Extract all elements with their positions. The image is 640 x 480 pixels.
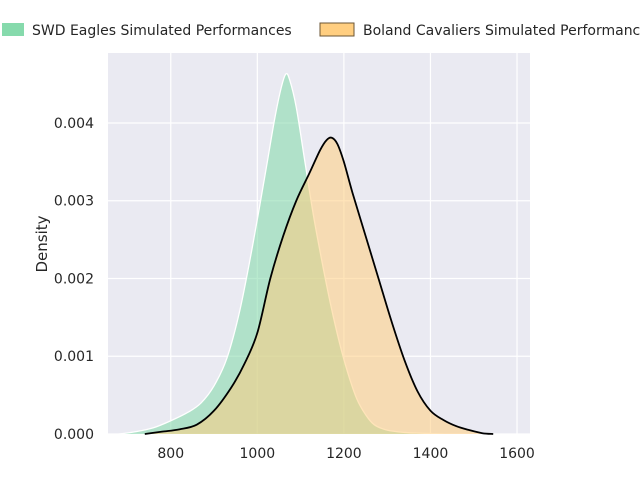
- legend-swatch-boland-cavaliers: [319, 22, 355, 37]
- legend-label-boland-cavaliers: Boland Cavaliers Simulated Performances: [363, 23, 640, 39]
- y-axis-label: Density: [33, 215, 51, 272]
- density-line-boland-cavaliers: [144, 136, 494, 435]
- legend: SWD Eagles Simulated Performances Boland …: [2, 22, 640, 39]
- legend-swatch-swd-eagles: [2, 23, 24, 36]
- density-area-boland-cavaliers: [144, 137, 494, 434]
- y-tick-label: 0.001: [54, 349, 94, 365]
- x-tick-label: 1400: [413, 446, 449, 462]
- y-tick-label: 0.004: [54, 116, 94, 132]
- x-tick-label: 800: [157, 446, 184, 462]
- legend-label-swd-eagles: SWD Eagles Simulated Performances: [32, 23, 292, 39]
- x-tick-label: 1600: [499, 446, 535, 462]
- tick-labels: 800 1000 1200 1400 1600 0.000 0.001 0.002 0.003 0…: [54, 116, 535, 462]
- series-areas: [118, 72, 494, 435]
- y-tick-label: 0.003: [54, 194, 94, 210]
- x-tick-label: 1000: [240, 446, 276, 462]
- x-tick-label: 1200: [326, 446, 362, 462]
- y-tick-label: 0.000: [54, 427, 94, 443]
- y-tick-label: 0.002: [54, 271, 94, 287]
